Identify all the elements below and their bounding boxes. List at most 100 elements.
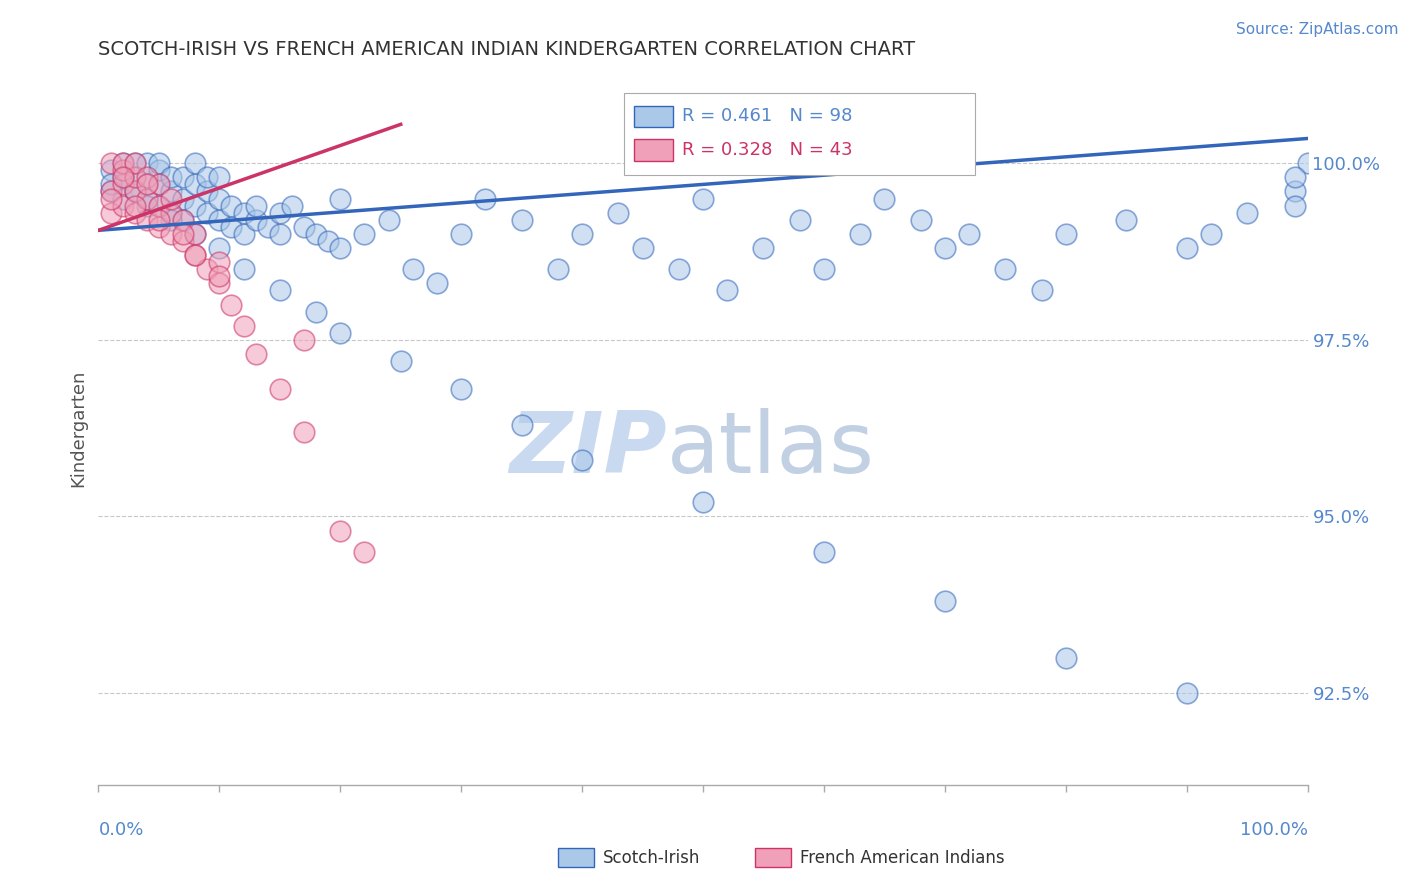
Point <box>281 198 304 212</box>
Point <box>124 170 146 185</box>
Point <box>607 205 630 219</box>
Point <box>450 227 472 241</box>
Point <box>221 198 243 212</box>
Point <box>813 262 835 277</box>
Point <box>172 227 194 241</box>
Point <box>160 185 183 199</box>
Point <box>124 170 146 185</box>
Point <box>100 192 122 206</box>
Point <box>160 170 183 185</box>
Point <box>813 545 835 559</box>
Point <box>232 262 254 277</box>
Point <box>1054 227 1077 241</box>
Point <box>305 304 328 318</box>
Point <box>789 212 811 227</box>
Point <box>1115 212 1137 227</box>
Point <box>1054 650 1077 665</box>
Point <box>377 212 399 227</box>
Point <box>184 178 207 192</box>
Point <box>100 205 122 219</box>
Point <box>353 545 375 559</box>
Point <box>208 269 231 284</box>
Y-axis label: Kindergarten: Kindergarten <box>69 369 87 487</box>
Point <box>232 227 254 241</box>
Point <box>124 185 146 199</box>
Point <box>100 185 122 199</box>
Point <box>329 524 352 538</box>
Point <box>208 192 231 206</box>
Text: ZIP: ZIP <box>509 408 666 491</box>
Text: Scotch-Irish: Scotch-Irish <box>603 849 700 867</box>
Point <box>208 255 231 269</box>
Point <box>111 170 134 185</box>
Point <box>329 192 352 206</box>
Point <box>232 205 254 219</box>
Point <box>124 156 146 170</box>
Bar <box>634 139 673 161</box>
Point <box>1236 205 1258 219</box>
Point <box>221 219 243 234</box>
Point <box>1296 156 1319 170</box>
Point <box>208 170 231 185</box>
Point <box>135 198 157 212</box>
Point <box>111 156 134 170</box>
Point <box>135 178 157 192</box>
Point <box>184 248 207 262</box>
Point <box>124 185 146 199</box>
Point <box>957 227 980 241</box>
Bar <box>755 848 792 867</box>
Point <box>752 241 775 255</box>
Point <box>329 326 352 340</box>
Point <box>1031 284 1053 298</box>
Point <box>292 425 315 439</box>
Text: French American Indians: French American Indians <box>800 849 1004 867</box>
Point <box>329 241 352 255</box>
Point <box>148 163 170 178</box>
Text: 0.0%: 0.0% <box>98 821 143 838</box>
Point <box>208 212 231 227</box>
Point <box>111 170 134 185</box>
Point <box>148 212 170 227</box>
Text: atlas: atlas <box>666 408 875 491</box>
Point <box>571 453 593 467</box>
Text: 100.0%: 100.0% <box>1240 821 1308 838</box>
Point <box>111 170 134 185</box>
Point <box>426 277 449 291</box>
Point <box>148 198 170 212</box>
Point <box>184 227 207 241</box>
Point <box>135 178 157 192</box>
Point <box>1175 241 1198 255</box>
Point <box>353 227 375 241</box>
Point <box>269 382 291 396</box>
Point <box>100 163 122 178</box>
Point <box>316 234 339 248</box>
Point <box>1284 185 1306 199</box>
Point <box>195 170 218 185</box>
Point <box>172 170 194 185</box>
Point <box>160 205 183 219</box>
Point <box>994 262 1017 277</box>
Point <box>571 227 593 241</box>
Point <box>195 185 218 199</box>
Point <box>510 417 533 432</box>
Point <box>172 212 194 227</box>
Point <box>1284 170 1306 185</box>
Point <box>245 198 267 212</box>
Point <box>160 227 183 241</box>
Point <box>111 192 134 206</box>
Point <box>124 185 146 199</box>
Point <box>256 219 278 234</box>
Point <box>510 212 533 227</box>
Point <box>849 227 872 241</box>
Point <box>910 212 932 227</box>
Text: R = 0.328   N = 43: R = 0.328 N = 43 <box>682 141 853 159</box>
Point <box>245 347 267 361</box>
Point <box>135 170 157 185</box>
Point <box>148 219 170 234</box>
Point <box>111 198 134 212</box>
Point <box>172 234 194 248</box>
Point <box>269 227 291 241</box>
Point <box>160 205 183 219</box>
Point <box>1284 198 1306 212</box>
Point <box>934 241 956 255</box>
